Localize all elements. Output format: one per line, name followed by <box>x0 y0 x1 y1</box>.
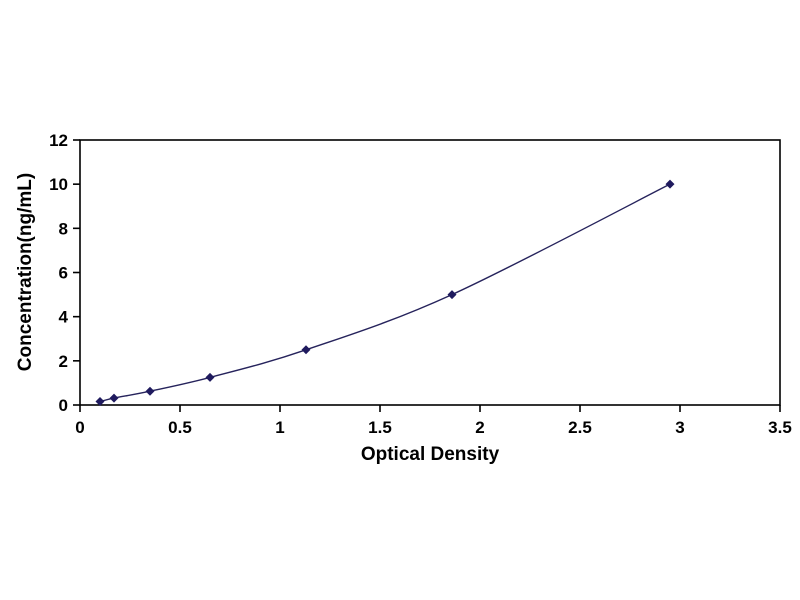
x-tick-label: 1.5 <box>368 418 392 437</box>
x-tick-label: 3.5 <box>768 418 792 437</box>
x-tick-label: 1 <box>275 418 284 437</box>
y-tick-label: 2 <box>59 352 68 371</box>
y-tick-label: 4 <box>59 308 69 327</box>
data-point-marker <box>109 393 119 403</box>
y-tick-label: 6 <box>59 264 68 283</box>
x-tick-label: 0.5 <box>168 418 192 437</box>
data-point-marker <box>145 386 155 396</box>
y-tick-label: 10 <box>49 175 68 194</box>
plot-border <box>79 139 781 406</box>
x-axis-title: Optical Density <box>360 444 500 465</box>
data-point-marker <box>447 290 457 300</box>
x-tick-label: 3 <box>675 418 684 437</box>
x-tick-label: 2 <box>475 418 484 437</box>
series-line <box>99 183 671 403</box>
x-tick-label: 2.5 <box>568 418 592 437</box>
x-tick-label: 0 <box>75 418 84 437</box>
data-point-marker <box>665 179 675 189</box>
data-point-marker <box>301 345 311 355</box>
y-tick-label: 0 <box>59 396 68 415</box>
data-point-marker <box>95 397 105 407</box>
data-point-marker <box>205 372 215 382</box>
y-axis-title: Concentration(ng/mL) <box>15 172 36 372</box>
y-tick-label: 8 <box>59 219 68 238</box>
y-tick-label: 12 <box>49 131 68 150</box>
